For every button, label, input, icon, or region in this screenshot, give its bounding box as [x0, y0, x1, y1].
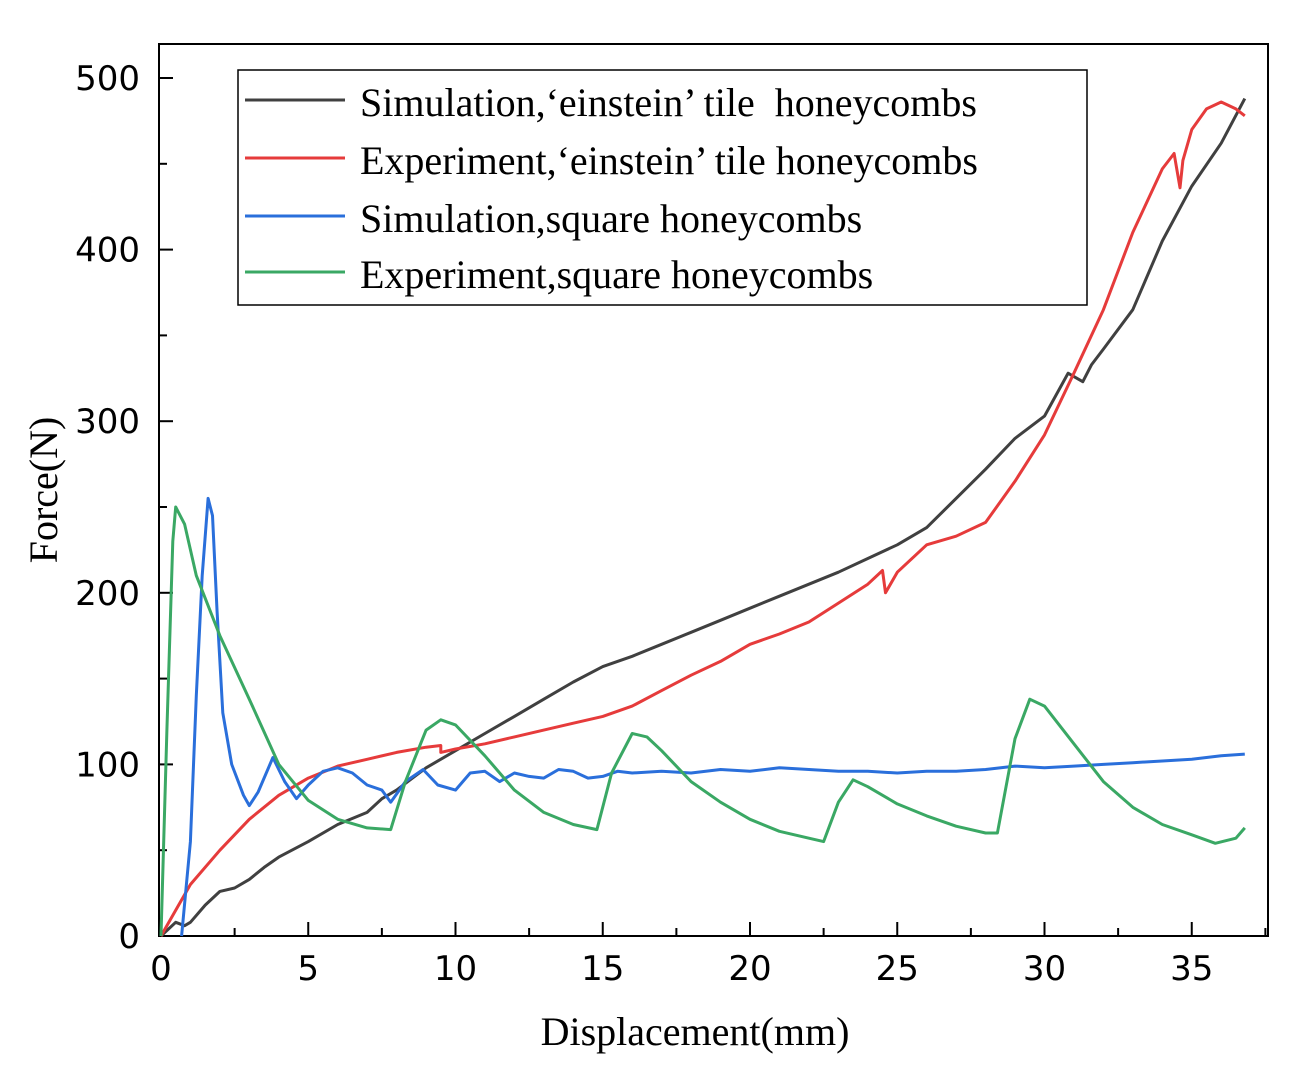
plot-frame: [158, 43, 1269, 937]
legend-label-sim-einstein: Simulation,‘einstein’ tile honeycombs: [360, 80, 977, 125]
x-tick-label: 20: [728, 949, 771, 989]
series-line-1: [159, 100, 1246, 937]
x-tick-label: 0: [150, 949, 172, 989]
legend: Simulation,‘einstein’ tile honeycombs Ex…: [237, 69, 1088, 306]
x-tick-label: 10: [434, 949, 477, 989]
tick-labels: 0 5 10 15 20 25 30 35 0 100 200 300 400 500: [75, 59, 1213, 989]
x-axis-title: Displacement(mm): [541, 1009, 850, 1054]
series-line-0: [159, 97, 1247, 938]
x-tick-label: 15: [581, 949, 624, 989]
y-tick-label: 300: [75, 402, 140, 442]
y-tick-label: 100: [75, 745, 140, 785]
x-tick-label: 35: [1170, 949, 1213, 989]
y-tick-label: 500: [75, 59, 140, 99]
series-line-2: [180, 496, 1245, 937]
y-tick-label: 200: [75, 574, 140, 614]
legend-label-sim-square: Simulation,square honeycombs: [360, 196, 862, 241]
x-tick-label: 30: [1023, 949, 1066, 989]
x-tick-label: 25: [876, 949, 919, 989]
x-tick-label: 5: [297, 949, 319, 989]
series-line-3: [159, 505, 1246, 937]
y-tick-label: 0: [118, 917, 140, 957]
y-tick-label: 400: [75, 231, 140, 271]
legend-box: [237, 69, 1088, 306]
legend-label-exp-einstein: Experiment,‘einstein’ tile honeycombs: [360, 138, 978, 183]
y-axis-title: Force(N): [21, 417, 66, 564]
legend-label-exp-square: Experiment,square honeycombs: [360, 252, 873, 297]
series-lines: [159, 97, 1247, 938]
